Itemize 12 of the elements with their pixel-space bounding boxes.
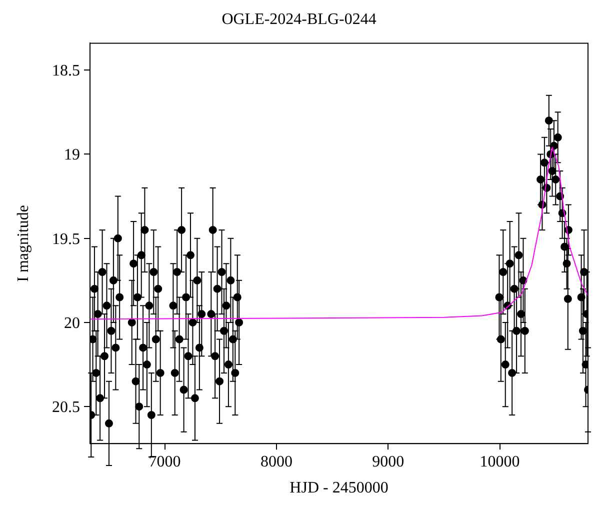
x-tick-label: 8000 xyxy=(260,453,292,470)
y-tick-label: 20 xyxy=(64,314,80,332)
chart-title: OGLE-2024-BLG-0244 xyxy=(222,10,376,28)
x-axis-title: HJD - 2450000 xyxy=(290,480,388,497)
x-tick-label: 10000 xyxy=(480,453,520,470)
y-tick-label: 18.5 xyxy=(52,62,80,80)
y-tick-label: 19.5 xyxy=(52,230,80,248)
x-tick-label: 7000 xyxy=(148,453,181,470)
y-axis-title: I magnitude xyxy=(14,204,32,282)
y-tick-label: 19 xyxy=(64,146,80,164)
x-tick-label: 9000 xyxy=(372,453,404,470)
y-tick-label: 20.5 xyxy=(52,399,80,416)
